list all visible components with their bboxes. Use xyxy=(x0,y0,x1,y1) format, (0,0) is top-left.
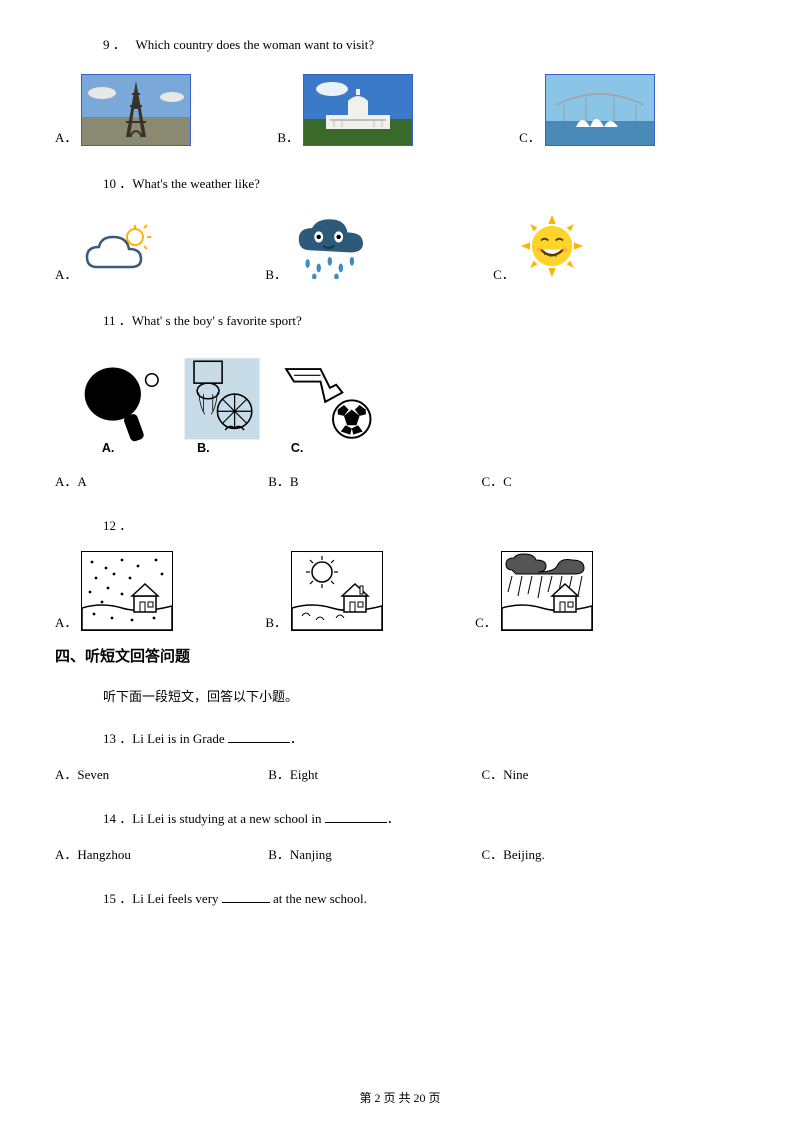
q13-opt-b[interactable]: B．Eight xyxy=(268,764,478,783)
opt-label: A． xyxy=(55,612,77,631)
q10-opt-a[interactable]: A． xyxy=(55,223,153,283)
q10-opt-b[interactable]: B． xyxy=(265,217,373,283)
snowy-house-image xyxy=(81,551,173,631)
question-12-text: 12 ． xyxy=(55,516,745,537)
opt-label: B． xyxy=(265,264,287,283)
q14-opt-b[interactable]: B．Nanjing xyxy=(268,844,478,863)
section-4-title: 四、听短文回答问题 xyxy=(55,645,745,666)
q14-options: A．Hangzhou B．Nanjing C．Beijing. xyxy=(55,844,745,863)
q13-before: Li Lei is in Grade xyxy=(132,731,228,746)
question-15-text: 15 ．Li Lei feels very at the new school. xyxy=(55,889,745,910)
q14-after: ． xyxy=(387,811,400,826)
blank xyxy=(325,811,387,823)
q12-number: 12 ． xyxy=(103,518,132,533)
q9-opt-b[interactable]: B． xyxy=(277,74,413,146)
q12-opt-b[interactable]: B． xyxy=(265,551,383,631)
question-10-text: 10 ．What's the weather like? xyxy=(55,174,745,195)
section-4-instruction: 听下面一段短文，回答以下小题。 xyxy=(55,686,745,705)
q13-opt-c[interactable]: C．Nine xyxy=(482,764,529,783)
blank xyxy=(228,731,290,743)
opt-label: A． xyxy=(55,127,77,146)
q14-opt-a[interactable]: A．Hangzhou xyxy=(55,844,265,863)
eiffel-tower-image xyxy=(81,74,191,146)
q9-opt-a[interactable]: A． xyxy=(55,74,191,146)
q9-number: 9 ． xyxy=(103,37,126,52)
q15-number: 15 ． xyxy=(103,891,132,906)
q11-opt-a[interactable]: A．A xyxy=(55,471,265,490)
q13-opt-a[interactable]: A．Seven xyxy=(55,764,265,783)
q10-prompt: What's the weather like? xyxy=(132,176,260,191)
question-14-text: 14 ．Li Lei is studying at a new school i… xyxy=(55,809,745,830)
svg-text:B.: B. xyxy=(197,441,210,455)
q11-prompt: What' s the boy' s favorite sport? xyxy=(132,313,302,328)
q14-before: Li Lei is studying at a new school in xyxy=(132,811,324,826)
q10-number: 10 ． xyxy=(103,176,132,191)
opt-label: C． xyxy=(519,127,541,146)
question-12: 12 ． A． xyxy=(55,516,745,631)
rainy-house-image xyxy=(501,551,593,631)
cloudy-icon xyxy=(81,223,153,283)
q12-opt-a[interactable]: A． xyxy=(55,551,173,631)
question-9-text: 9 ． Which country does the woman want to… xyxy=(55,35,745,56)
opt-label: B． xyxy=(277,127,299,146)
capitol-building-image xyxy=(303,74,413,146)
q15-before: Li Lei feels very xyxy=(132,891,222,906)
q13-number: 13 ． xyxy=(103,731,132,746)
sunny-icon xyxy=(519,213,585,283)
svg-text:C.: C. xyxy=(291,441,304,455)
q10-opt-c[interactable]: C． xyxy=(493,213,585,283)
q12-options: A． B． xyxy=(55,551,745,631)
q13-options: A．Seven B．Eight C．Nine xyxy=(55,764,745,783)
q11-opt-b[interactable]: B．B xyxy=(268,471,478,490)
q12-opt-c[interactable]: C． xyxy=(475,551,593,631)
question-9: 9 ． Which country does the woman want to… xyxy=(55,35,745,146)
q14-number: 14 ． xyxy=(103,811,132,826)
q11-number: 11 ． xyxy=(103,313,132,328)
blank xyxy=(222,891,270,903)
sunny-house-image xyxy=(291,551,383,631)
q14-opt-c[interactable]: C．Beijing. xyxy=(482,844,545,863)
question-11-text: 11 ．What' s the boy' s favorite sport? xyxy=(55,311,745,332)
q9-options: A． B． xyxy=(55,74,745,146)
question-10: 10 ．What's the weather like? A． B． xyxy=(55,174,745,283)
q11-text-options: A．A B．B C．C xyxy=(55,471,745,490)
svg-text:A.: A. xyxy=(102,441,115,455)
q15-after: at the new school. xyxy=(270,891,367,906)
rainy-icon xyxy=(291,217,373,283)
page-footer: 第 2 页 共 20 页 xyxy=(0,1089,800,1106)
opt-label: C． xyxy=(475,612,497,631)
q11-opt-c[interactable]: C．C xyxy=(482,471,512,490)
q10-options: A． B． xyxy=(55,213,745,283)
q9-opt-c[interactable]: C． xyxy=(519,74,655,146)
sydney-opera-image xyxy=(545,74,655,146)
opt-label: B． xyxy=(265,612,287,631)
question-13-text: 13 ．Li Lei is in Grade ． xyxy=(55,729,745,750)
sports-composite-image: A. B. C. xyxy=(55,349,745,461)
opt-label: A． xyxy=(55,264,77,283)
opt-label: C． xyxy=(493,264,515,283)
q9-prompt: Which country does the woman want to vis… xyxy=(136,37,375,52)
q13-after: ． xyxy=(290,731,303,746)
question-11: 11 ．What' s the boy' s favorite sport? A… xyxy=(55,311,745,491)
